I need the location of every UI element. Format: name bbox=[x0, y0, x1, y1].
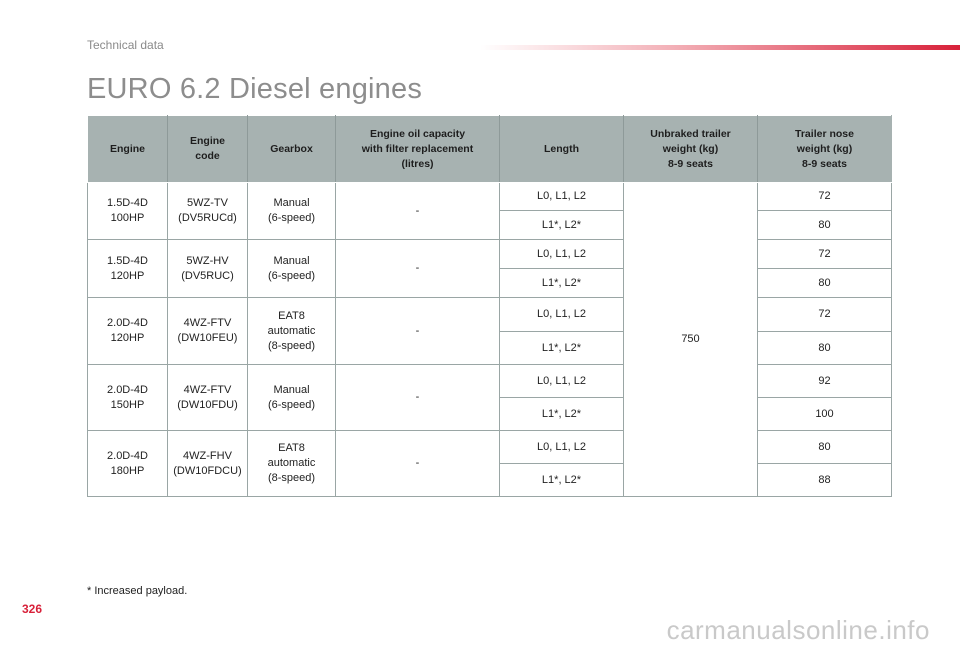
length-cell: L1*, L2* bbox=[499, 331, 624, 365]
length-cell: L0, L1, L2 bbox=[499, 364, 624, 398]
engine-code-cell: 4WZ-FTV (DW10FEU) bbox=[167, 297, 248, 365]
length-cell: L0, L1, L2 bbox=[499, 239, 624, 269]
table-row: 1.5D-4D 120HP 5WZ-HV (DV5RUC) Manual (6-… bbox=[87, 239, 892, 298]
header-accent-bar bbox=[480, 45, 960, 50]
column-header-oil-capacity: Engine oil capacity with filter replacem… bbox=[335, 115, 500, 183]
engine-cell: 1.5D-4D 120HP bbox=[87, 239, 168, 298]
nose-weight-cell: 80 bbox=[757, 210, 892, 240]
nose-weight-cell: 72 bbox=[757, 239, 892, 269]
nose-weight-cell: 72 bbox=[757, 297, 892, 332]
table-row: L1*, L2* 80 bbox=[88, 210, 892, 240]
engine-cell: 2.0D-4D 180HP bbox=[87, 430, 168, 497]
section-label: Technical data bbox=[87, 38, 164, 52]
nose-weight-cell: 80 bbox=[757, 331, 892, 365]
table-row: 2.0D-4D 120HP 4WZ-FTV (DW10FEU) EAT8 aut… bbox=[87, 297, 892, 365]
gearbox-cell: Manual (6-speed) bbox=[247, 239, 336, 298]
table-header-row: Engine Engine code Gearbox Engine oil ca… bbox=[87, 115, 892, 183]
oil-capacity-cell: - bbox=[335, 297, 500, 365]
engine-cell: 2.0D-4D 120HP bbox=[87, 297, 168, 365]
page-number: 326 bbox=[22, 602, 43, 616]
table-row: 1.5D-4D 100HP 5WZ-TV (DV5RUCd) Manual (6… bbox=[87, 182, 892, 497]
nose-weight-cell: 80 bbox=[757, 268, 892, 298]
footnote: * Increased payload. bbox=[87, 585, 188, 597]
oil-capacity-cell: - bbox=[335, 239, 500, 298]
column-header-length: Length bbox=[499, 115, 624, 183]
length-cell: L1*, L2* bbox=[499, 397, 624, 431]
gearbox-cell: EAT8 automatic (8-speed) bbox=[247, 430, 336, 497]
oil-capacity-cell: - bbox=[335, 430, 500, 497]
oil-capacity-cell: - bbox=[335, 182, 500, 240]
engine-spec-table: Engine Engine code Gearbox Engine oil ca… bbox=[87, 115, 892, 497]
oil-capacity-cell: - bbox=[335, 364, 500, 431]
nose-weight-cell: 80 bbox=[757, 430, 892, 464]
length-cell: L0, L1, L2 bbox=[499, 297, 624, 332]
column-header-engine: Engine bbox=[87, 115, 168, 183]
engine-code-cell: 5WZ-TV (DV5RUCd) bbox=[167, 182, 248, 240]
gearbox-cell: EAT8 automatic (8-speed) bbox=[247, 297, 336, 365]
nose-weight-cell: 72 bbox=[757, 182, 892, 211]
length-cell: L0, L1, L2 bbox=[499, 430, 624, 464]
engine-code-cell: 4WZ-FHV (DW10FDCU) bbox=[167, 430, 248, 497]
column-header-unbraked-weight: Unbraked trailer weight (kg) 8-9 seats bbox=[623, 115, 758, 183]
nose-weight-cell: 88 bbox=[757, 463, 892, 497]
engine-cell: 2.0D-4D 150HP bbox=[87, 364, 168, 431]
gearbox-cell: Manual (6-speed) bbox=[247, 182, 336, 240]
table-row: 2.0D-4D 180HP 4WZ-FHV (DW10FDCU) EAT8 au… bbox=[87, 430, 892, 497]
table-row: L1*, L2* 100 bbox=[88, 397, 892, 431]
table-row: L1*, L2* 80 bbox=[88, 268, 892, 298]
engine-code-cell: 5WZ-HV (DV5RUC) bbox=[167, 239, 248, 298]
column-header-gearbox: Gearbox bbox=[247, 115, 336, 183]
table-row: L1*, L2* 80 bbox=[88, 331, 892, 365]
length-cell: L1*, L2* bbox=[499, 210, 624, 240]
nose-weight-cell: 100 bbox=[757, 397, 892, 431]
page-title: EURO 6.2 Diesel engines bbox=[87, 73, 423, 105]
column-header-engine-code: Engine code bbox=[167, 115, 248, 183]
engine-code-cell: 4WZ-FTV (DW10FDU) bbox=[167, 364, 248, 431]
length-cell: L1*, L2* bbox=[499, 268, 624, 298]
column-header-nose-weight: Trailer nose weight (kg) 8-9 seats bbox=[757, 115, 892, 183]
gearbox-cell: Manual (6-speed) bbox=[247, 364, 336, 431]
table-row: 2.0D-4D 150HP 4WZ-FTV (DW10FDU) Manual (… bbox=[87, 364, 892, 431]
engine-cell: 1.5D-4D 100HP bbox=[87, 182, 168, 240]
nose-weight-cell: 92 bbox=[757, 364, 892, 398]
length-cell: L0, L1, L2 bbox=[499, 182, 624, 211]
table-row: L1*, L2* 88 bbox=[88, 463, 892, 497]
length-cell: L1*, L2* bbox=[499, 463, 624, 497]
unbraked-weight-cell: 750 bbox=[623, 182, 758, 497]
watermark: carmanualsonline.info bbox=[666, 615, 930, 645]
